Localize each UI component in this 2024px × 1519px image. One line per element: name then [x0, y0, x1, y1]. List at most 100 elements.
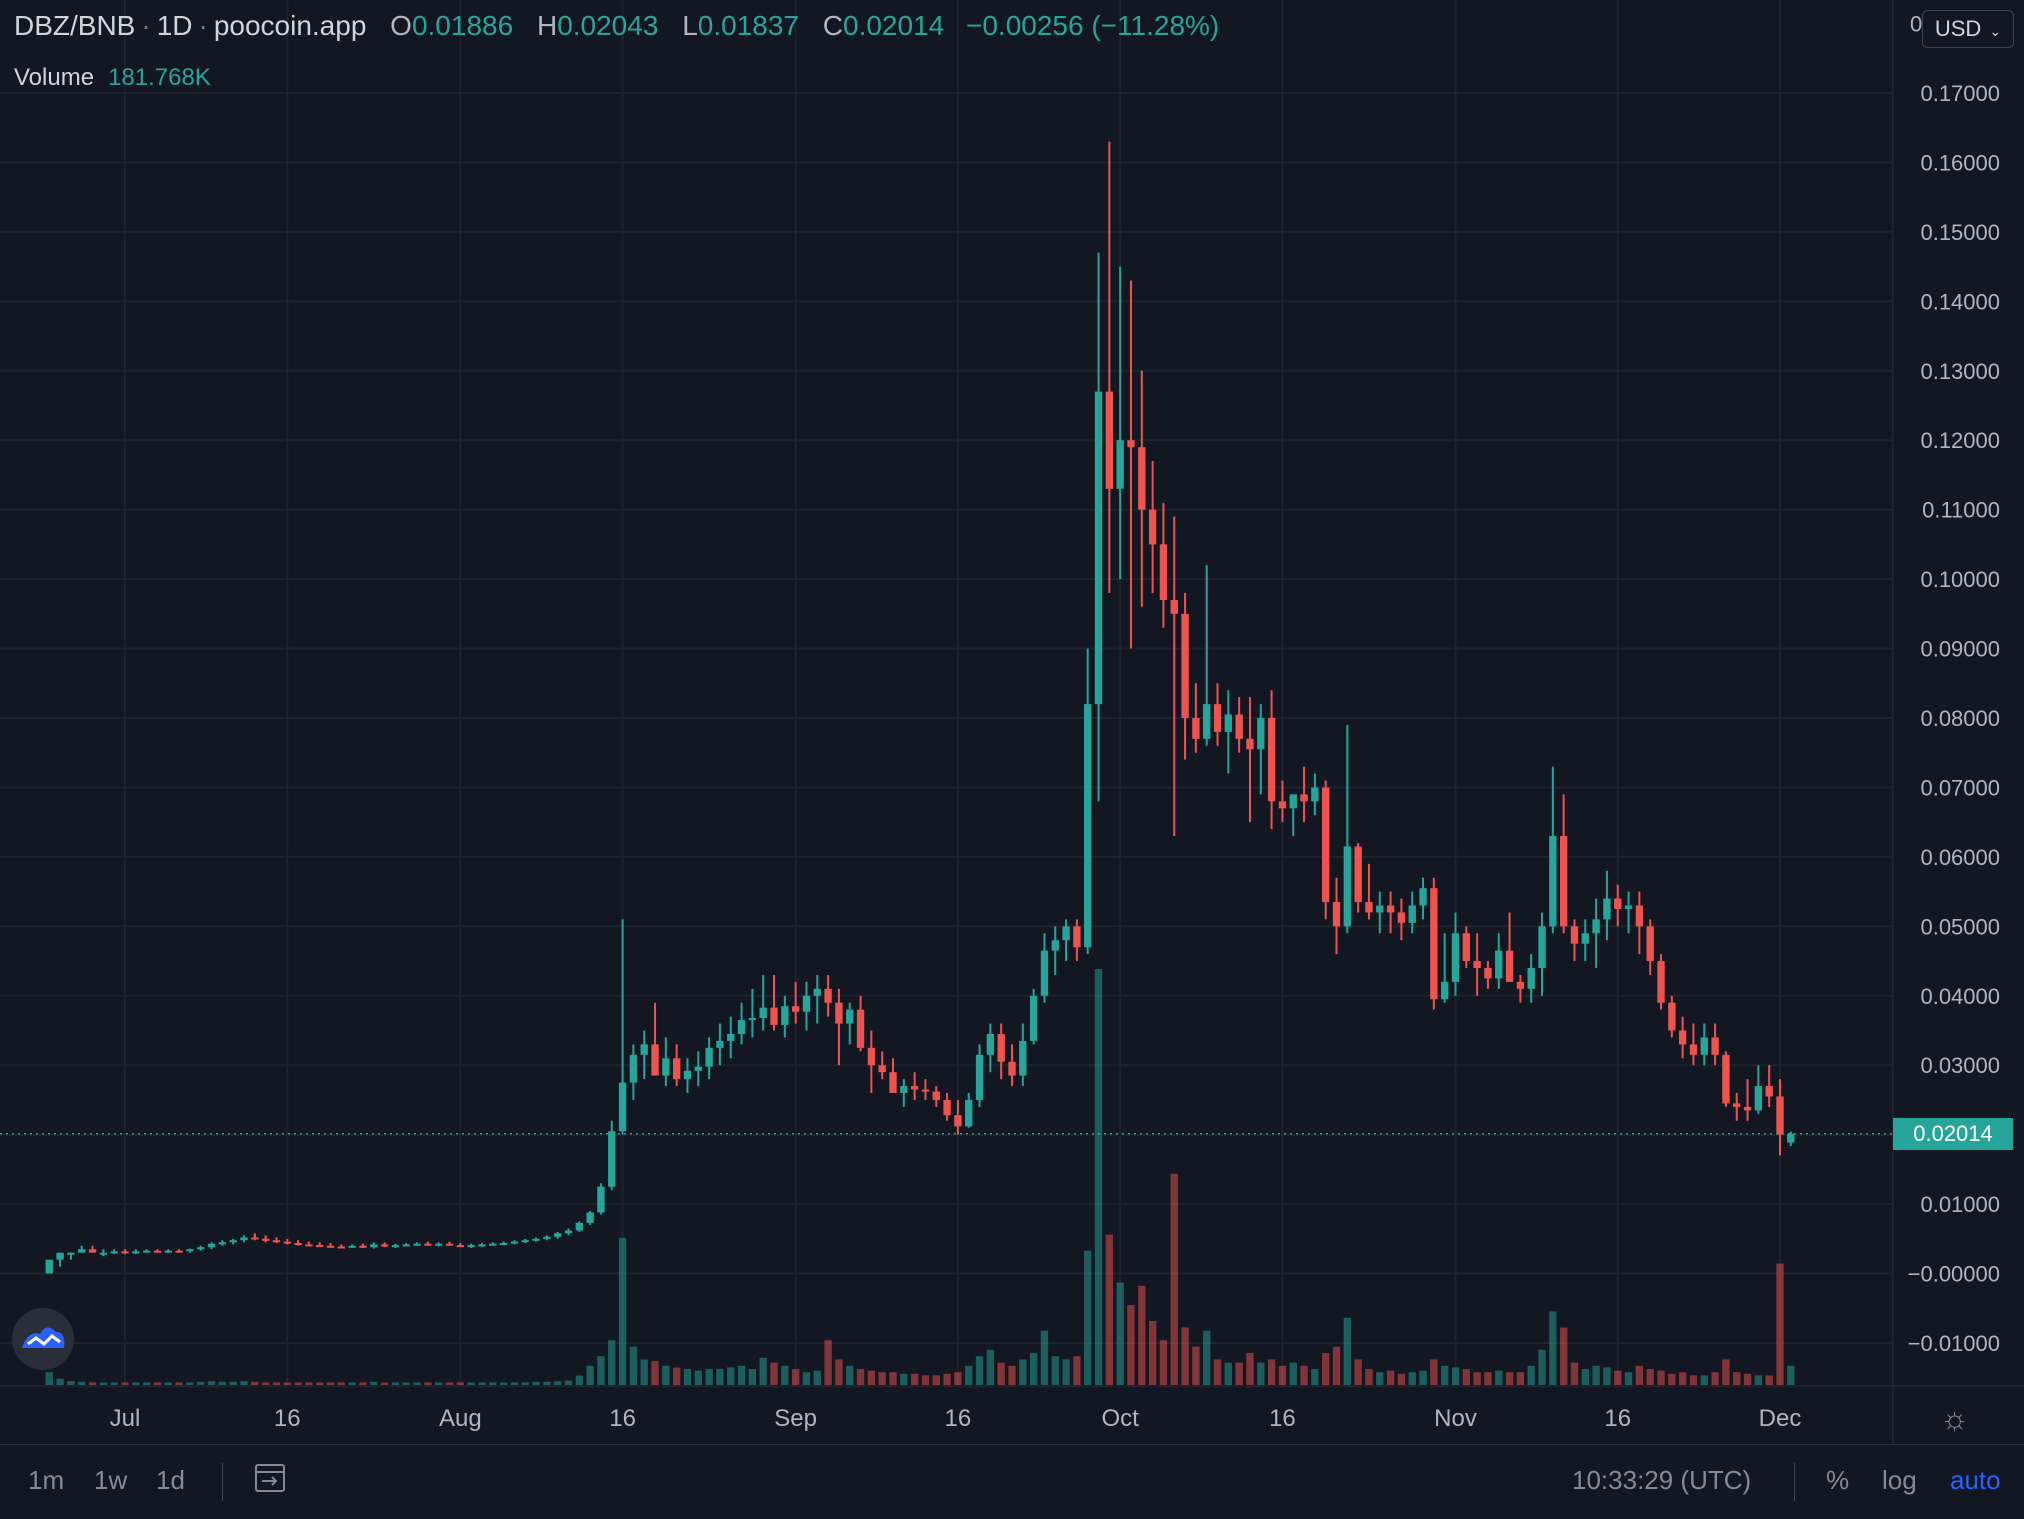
- candle-body: [110, 1251, 118, 1254]
- candle-body: [1484, 968, 1492, 979]
- volume-bar: [1776, 1263, 1784, 1385]
- volume-bar: [142, 1382, 151, 1385]
- volume-bar: [1646, 1369, 1654, 1385]
- symbol-name[interactable]: DBZ/BNB: [14, 10, 136, 41]
- volume-bar: [975, 1356, 984, 1385]
- currency-dropdown[interactable]: USD ⌄: [1922, 10, 2014, 48]
- candle-body: [305, 1244, 313, 1247]
- volume-bar: [88, 1382, 97, 1385]
- volume-bar: [1722, 1359, 1730, 1385]
- volume-bar: [1127, 1305, 1135, 1385]
- volume-bar: [1538, 1349, 1546, 1385]
- volume-bar: [153, 1382, 162, 1385]
- volume-bar: [1376, 1372, 1384, 1385]
- volume-bar: [1440, 1365, 1449, 1385]
- candle-body: [608, 1131, 616, 1187]
- auto-scale-toggle[interactable]: auto: [1950, 1465, 2001, 1495]
- volume-bar: [1668, 1373, 1676, 1385]
- volume-bar: [586, 1365, 594, 1385]
- range-1m-button[interactable]: 1m: [28, 1465, 65, 1495]
- candle-body: [326, 1245, 335, 1248]
- volume-bar: [1549, 1311, 1557, 1385]
- volume-bar: [1278, 1365, 1287, 1385]
- candle-body: [283, 1241, 291, 1244]
- y-tick-label: −0.00000: [1908, 1262, 2000, 1287]
- candle-body: [1733, 1103, 1741, 1107]
- candle-body: [1116, 440, 1124, 489]
- candle-body: [424, 1243, 432, 1246]
- volume-bar: [370, 1381, 378, 1385]
- volume-bar: [791, 1369, 800, 1385]
- candle-body: [370, 1244, 378, 1248]
- candle-body: [467, 1245, 475, 1248]
- candle-body: [651, 1044, 659, 1076]
- candle-body: [954, 1115, 962, 1127]
- candle-body: [1148, 509, 1157, 545]
- volume-bar: [251, 1381, 259, 1385]
- candle-body: [88, 1249, 97, 1253]
- low-label: L: [682, 10, 698, 41]
- range-1d-button[interactable]: 1d: [156, 1465, 185, 1495]
- log-toggle[interactable]: log: [1882, 1465, 1917, 1495]
- volume-bar: [1516, 1372, 1525, 1385]
- candle-body: [499, 1243, 508, 1245]
- volume-bar: [521, 1382, 529, 1385]
- calendar-range-icon[interactable]: [252, 1459, 288, 1502]
- volume-legend: Volume 181.768K: [14, 64, 211, 92]
- candle-body: [846, 1009, 854, 1024]
- candle-body: [1235, 714, 1243, 739]
- candle-body: [1527, 968, 1535, 989]
- volume-bar: [1754, 1375, 1763, 1385]
- chevron-down-icon: ⌄: [1989, 23, 2002, 39]
- utc-clock[interactable]: 10:33:29 (UTC): [1572, 1465, 1752, 1495]
- candle-body: [921, 1089, 930, 1092]
- candle-body: [802, 995, 811, 1012]
- volume-bar: [759, 1357, 767, 1385]
- volume-bar: [813, 1370, 821, 1385]
- volume-bar: [380, 1382, 389, 1385]
- candle-body: [1029, 995, 1038, 1041]
- candle-body: [662, 1058, 670, 1076]
- volume-bar: [164, 1382, 172, 1385]
- candle-body: [402, 1244, 410, 1247]
- candle-body: [716, 1040, 724, 1048]
- volume-bar: [694, 1370, 702, 1385]
- candle-body: [1549, 836, 1557, 927]
- candle-body: [1062, 926, 1070, 941]
- candle-body: [1224, 714, 1233, 732]
- interval-label[interactable]: 1D: [156, 10, 193, 41]
- candle-body: [240, 1237, 248, 1241]
- logo-icon[interactable]: [12, 1308, 74, 1370]
- y-tick-label: 0.01000: [1920, 1192, 2000, 1217]
- volume-bar: [910, 1373, 919, 1385]
- volume-bar: [986, 1349, 995, 1385]
- y-tick-label: 0.08000: [1920, 706, 2000, 731]
- y-tick-label: 0.10000: [1920, 567, 2000, 592]
- candle-body: [1213, 704, 1222, 732]
- candle-body: [1614, 898, 1622, 909]
- candle-body: [1451, 933, 1460, 982]
- volume-bar: [532, 1381, 540, 1385]
- candle-body: [683, 1070, 692, 1080]
- candle-body: [1668, 1002, 1676, 1031]
- candle-body: [1376, 905, 1384, 913]
- volume-bar: [846, 1365, 854, 1385]
- volume-bar: [456, 1382, 465, 1385]
- volume-bar: [467, 1382, 475, 1385]
- candle-body: [1440, 981, 1449, 1000]
- candle-body: [575, 1222, 583, 1231]
- volume-bar: [943, 1373, 951, 1385]
- volume-bar: [207, 1381, 216, 1385]
- volume-bar: [294, 1382, 302, 1385]
- percent-toggle[interactable]: %: [1826, 1465, 1850, 1495]
- settings-gear-icon[interactable]: ☼: [1940, 1400, 1970, 1436]
- volume-bar: [965, 1365, 973, 1385]
- candle-body: [672, 1058, 681, 1080]
- volume-bar: [1635, 1365, 1644, 1385]
- candle-body: [586, 1212, 594, 1223]
- candle-body: [1289, 794, 1297, 809]
- y-tick-label: 0.13000: [1920, 359, 2000, 384]
- range-1w-button[interactable]: 1w: [94, 1465, 128, 1495]
- volume-bar: [954, 1372, 962, 1385]
